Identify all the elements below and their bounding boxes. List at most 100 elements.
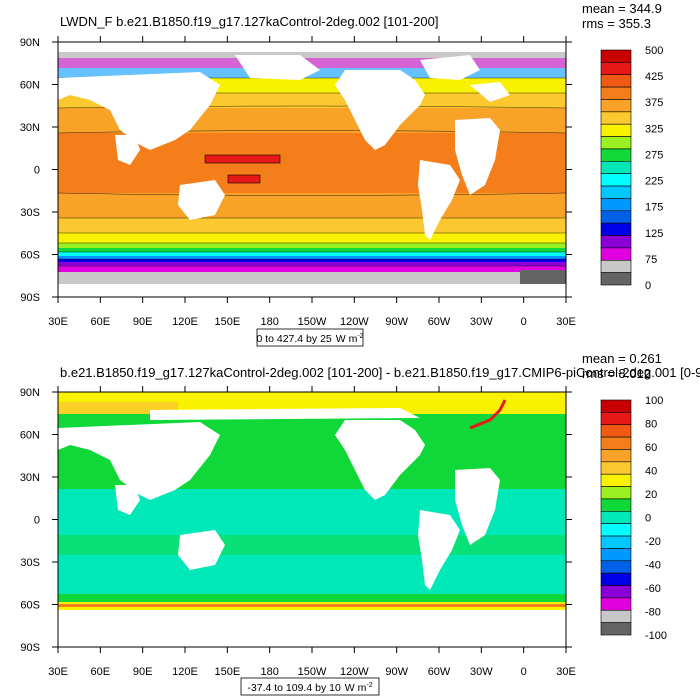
panel-1-mean: mean = 344.9	[582, 1, 662, 16]
panel-2-colorbar-label: 20	[645, 489, 657, 501]
panel-2-xtick-label: 120E	[172, 666, 198, 678]
panel-1-colorbar-box	[600, 62, 632, 76]
panel-1-colorbar-box	[600, 185, 632, 199]
panel-2-colorbar-box	[600, 486, 632, 500]
panel-2-colorbar-label: 40	[645, 466, 657, 478]
panel-1-ytick-label: 30S	[20, 207, 40, 219]
panel-2-xtick-label: 120W	[340, 666, 369, 678]
panel-1-colorbar-label: 225	[645, 176, 663, 188]
panel-1-colorbar-box	[600, 210, 632, 224]
panel-1-colorbar-label: 275	[645, 149, 663, 161]
panel-2-colorbar-label: -80	[645, 607, 661, 619]
panel-2-ytick-label: 0	[34, 515, 40, 527]
panel-1-colorbar-label: 0	[645, 280, 651, 292]
panel-2-colorbar-box	[600, 597, 632, 611]
panel-1-xtick-label: 30E	[48, 316, 68, 328]
panel-2-colorbar-box	[600, 399, 632, 413]
panel-1-colorbar-box	[600, 235, 632, 249]
panel-2: b.e21.B1850.f19_g17.127kaControl-2deg.00…	[20, 351, 700, 696]
panel-1-title: LWDN_F b.e21.B1850.f19_g17.127kaControl-…	[60, 14, 438, 29]
panel-2-xtick-label: 60E	[91, 666, 111, 678]
panel-1-xtick-label: 180	[260, 316, 278, 328]
panel-1-colorbar-box	[600, 74, 632, 88]
panel-2-map	[58, 392, 566, 647]
panel-1-xtick-label: 150E	[214, 316, 240, 328]
panel-1-colorbar-box	[600, 247, 632, 261]
panel-1-xtick-label: 60E	[91, 316, 111, 328]
panel-1-colorbar-box	[600, 99, 632, 113]
panel-1-xtick-label: 150W	[298, 316, 327, 328]
panel-2-xtick-label: 0	[521, 666, 527, 678]
panel-2-axes: 30E 60E 90E 120E 150E 180 150W 120W 90W 60W 30W 0 30…	[20, 386, 576, 678]
panel-1-colorbar-box	[600, 272, 632, 286]
panel-2-colorbar-box	[600, 424, 632, 438]
panel-2-xtick-label: 90W	[385, 666, 408, 678]
panel-2-ytick-label: 30S	[20, 557, 40, 569]
panel-2-colorbar-box	[600, 461, 632, 475]
panel-2-title: b.e21.B1850.f19_g17.127kaControl-2deg.00…	[60, 365, 700, 380]
panel-2-colorbar-box	[600, 560, 632, 574]
panel-2-colorbar-box	[600, 523, 632, 537]
panel-2-xtick-label: 150E	[214, 666, 240, 678]
panel-1-xtick-label: 90E	[133, 316, 153, 328]
panel-2-colorbar-label: 80	[645, 419, 657, 431]
panel-2-colorbar: 100 80 60 40 20 0 -20 -40 -60 -80 -100	[600, 395, 667, 642]
panel-1-colorbar-box	[600, 111, 632, 125]
panel-1-map	[58, 42, 566, 297]
panel-2-xtick-label: 30E	[556, 666, 576, 678]
panel-1-xtick-label: 30W	[470, 316, 493, 328]
panel-2-colorbar-box	[600, 436, 632, 450]
panel-1-xtick-label: 90W	[385, 316, 408, 328]
panel-2-xtick-label: 150W	[298, 666, 327, 678]
panel-1-colorbar-label: 425	[645, 71, 663, 83]
panel-2-range-label: -37.4 to 109.4 by 10 W m-2	[247, 682, 372, 694]
panel-1: LWDN_F b.e21.B1850.f19_g17.127kaControl-…	[20, 1, 663, 347]
panel-2-colorbar-box	[600, 572, 632, 586]
panel-1-ytick-label: 90S	[20, 292, 40, 304]
panel-2-colorbar-label: 0	[645, 513, 651, 525]
panel-2-colorbar-box	[600, 511, 632, 524]
panel-1-colorbar-box	[600, 259, 632, 273]
panel-1-range-label: 0 to 427.4 by 25 W m-2	[256, 333, 363, 345]
panel-1-xtick-label: 60W	[428, 316, 451, 328]
panel-1-ytick-label: 60N	[20, 80, 40, 92]
panel-2-land	[58, 408, 500, 590]
panel-2-ytick-label: 90S	[20, 642, 40, 654]
panel-2-ytick-label: 60N	[20, 430, 40, 442]
panel-1-colorbar-label: 325	[645, 123, 663, 135]
panel-1-ytick-label: 90N	[20, 37, 40, 49]
panel-1-colorbar-box	[600, 49, 632, 63]
panel-2-xtick-label: 60W	[428, 666, 451, 678]
panel-1-colorbar-box	[600, 123, 632, 137]
panel-1-xtick-label: 30E	[556, 316, 576, 328]
panel-1-ytick-label: 0	[34, 165, 40, 177]
panel-1-axes: 30E 60E 90E 120E 150E 180 150W 120W 90W 60W 30W 0 30…	[20, 36, 576, 328]
panel-1-colorbar-box	[600, 222, 632, 236]
panel-1-colorbar-box	[600, 198, 632, 212]
panel-1-colorbar-label: 500	[645, 45, 663, 57]
panel-2-colorbar-box	[600, 535, 632, 549]
panel-2-colorbar-label: -20	[645, 536, 661, 548]
panel-1-colorbar-label: 125	[645, 228, 663, 240]
panel-1-xtick-label: 120W	[340, 316, 369, 328]
panel-2-colorbar-label: -100	[645, 630, 667, 642]
panel-2-colorbar-box	[600, 622, 632, 636]
panel-2-ytick-label: 60S	[20, 600, 40, 612]
panel-2-colorbar-label: 60	[645, 442, 657, 454]
panel-1-colorbar-label: 75	[645, 254, 657, 266]
panel-2-colorbar-label: -40	[645, 560, 661, 572]
panel-2-xtick-label: 30W	[470, 666, 493, 678]
panel-1-colorbar-box	[600, 136, 632, 150]
panel-1-colorbar-box	[600, 173, 632, 187]
panel-2-ytick-label: 30N	[20, 472, 40, 484]
panel-2-colorbar-box	[600, 609, 632, 623]
panel-2-range-box	[240, 677, 380, 696]
panel-2-colorbar-box	[600, 473, 632, 487]
panel-1-colorbar: 500 425 375 325 275 225 175 125 75 0	[600, 45, 663, 292]
panel-1-colorbar-box	[600, 161, 632, 174]
panel-1-colorbar-box	[600, 86, 632, 100]
panel-2-xtick-label: 180	[260, 666, 278, 678]
panel-1-range-box	[256, 328, 364, 347]
panel-2-colorbar-box	[600, 585, 632, 599]
